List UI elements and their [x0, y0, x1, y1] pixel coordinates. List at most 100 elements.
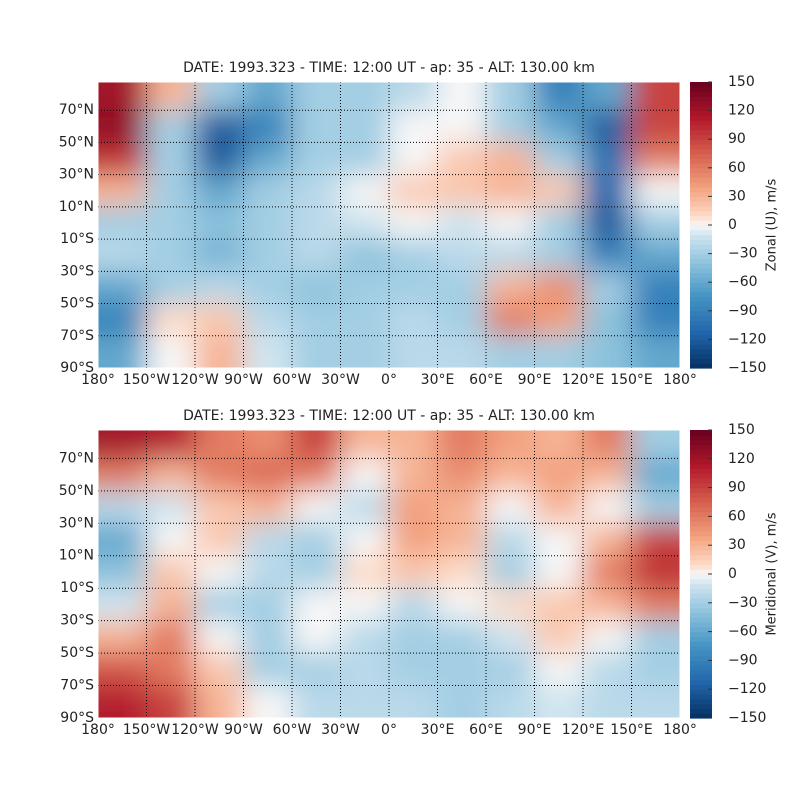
cell [340, 110, 390, 143]
cell [98, 653, 147, 687]
cell [98, 271, 147, 305]
cell [340, 142, 390, 176]
x-tick-label: 120°W [171, 372, 219, 388]
colorbar-tick-label: −150 [728, 710, 766, 726]
cell [389, 685, 438, 718]
colorbar-swatch [690, 530, 712, 537]
cell [195, 620, 244, 654]
colorbar-swatch [690, 535, 712, 541]
colorbar-swatch [690, 267, 712, 274]
colorbar-swatch [690, 86, 712, 93]
cell [340, 430, 390, 459]
cell [486, 142, 535, 176]
colorbar-swatch [690, 248, 712, 255]
cell [195, 685, 244, 718]
colorbar-swatch [690, 468, 712, 474]
colorbar-swatch [690, 641, 712, 647]
cell [292, 174, 341, 208]
cell [98, 458, 147, 492]
x-tick-label: 30°W [321, 372, 360, 388]
cell [243, 620, 293, 654]
colorbar-swatch [690, 353, 712, 360]
y-tick-label: 30°S [60, 613, 94, 629]
plot-frame [97, 81, 681, 369]
cell [195, 490, 244, 524]
cell [534, 303, 584, 337]
colorbar-swatch [690, 559, 712, 565]
cell [146, 239, 196, 272]
cell [631, 239, 680, 272]
colorbar-tick-label: 60 [728, 160, 746, 176]
colorbar-swatch [690, 612, 712, 618]
colorbar-swatch [690, 674, 712, 681]
colorbar-swatch [690, 134, 712, 140]
cell [146, 335, 196, 368]
cell [631, 335, 680, 368]
colorbar-swatch [690, 602, 712, 609]
cell [146, 303, 196, 337]
cell [195, 430, 244, 459]
x-tick-label: 90°W [224, 722, 263, 738]
colorbar-swatch [690, 329, 712, 336]
colorbar-tick-label: 150 [728, 74, 755, 90]
colorbar-swatch [690, 358, 712, 364]
cell [195, 523, 244, 557]
x-tick-label: 30°E [421, 722, 455, 738]
cell [437, 588, 487, 622]
cell [389, 174, 438, 208]
cell [486, 458, 535, 492]
colorbar-swatch [690, 516, 712, 522]
y-tick-label: 10°N [59, 199, 94, 215]
cell [534, 588, 584, 622]
cell [195, 110, 244, 143]
cell [631, 142, 680, 176]
cell [243, 458, 293, 492]
cell [583, 110, 632, 143]
cell [631, 490, 680, 524]
cell [389, 335, 438, 368]
cell [340, 239, 390, 272]
cell [631, 523, 680, 557]
x-tick-label: 60°E [469, 722, 503, 738]
cell [292, 206, 341, 240]
colorbar-tick-label: −150 [728, 360, 766, 376]
cell [437, 653, 487, 687]
x-tick-label: 90°E [518, 722, 552, 738]
cell [195, 303, 244, 337]
cell [534, 555, 584, 589]
colorbar-swatch [690, 339, 712, 345]
colorbar-swatch [690, 434, 712, 441]
cell [389, 458, 438, 492]
colorbar-swatch [690, 143, 712, 150]
colorbar-swatch [690, 430, 712, 436]
y-tick-label: 50°S [60, 296, 94, 312]
x-tick-label: 0° [381, 372, 397, 388]
cell [583, 206, 632, 240]
cell [340, 458, 390, 492]
colorbar-swatch [690, 105, 712, 112]
cell [195, 82, 244, 111]
colorbar-swatch [690, 526, 712, 532]
cell [195, 142, 244, 176]
cell [534, 523, 584, 557]
colorbar-swatch [690, 569, 712, 575]
cell [631, 174, 680, 208]
colorbar-swatch [690, 521, 712, 527]
cell [486, 685, 535, 718]
cell [340, 588, 390, 622]
colorbar-swatch [690, 129, 712, 136]
colorbar-swatch [690, 502, 712, 508]
colorbar-swatch [690, 191, 712, 197]
cell [437, 490, 487, 524]
cell [437, 335, 487, 368]
cell [340, 82, 390, 111]
colorbar-swatch [690, 306, 712, 312]
colorbar-swatch [690, 124, 712, 131]
colorbar-swatch [690, 689, 712, 695]
cell [437, 110, 487, 143]
cell [437, 303, 487, 337]
colorbar-tick-label: −30 [728, 246, 758, 262]
y-tick-label: 50°S [60, 645, 94, 661]
colorbar-swatch [690, 153, 712, 159]
cell [437, 458, 487, 492]
